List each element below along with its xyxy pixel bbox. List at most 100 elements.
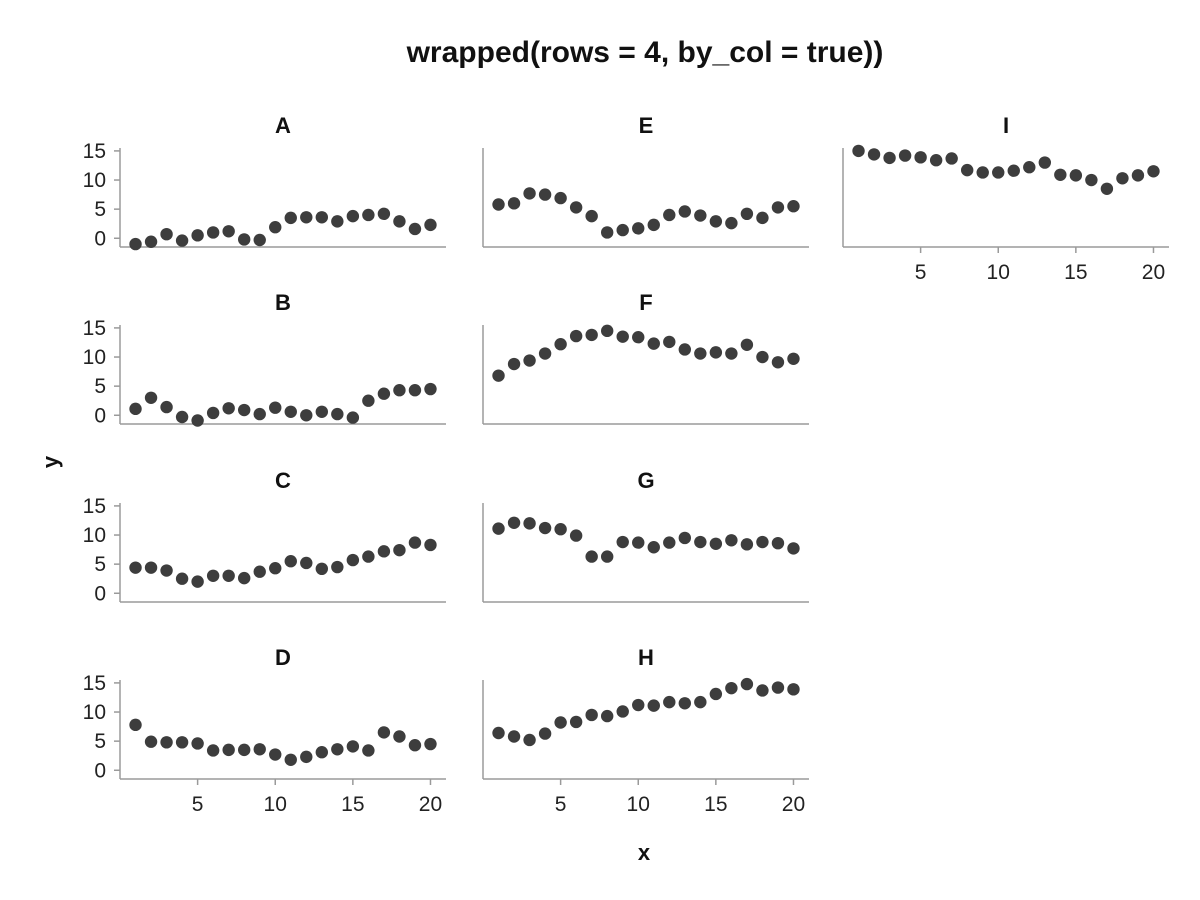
point-h-18 — [756, 684, 769, 697]
point-a-18 — [393, 215, 406, 228]
point-f-16 — [725, 347, 738, 360]
point-a-17 — [377, 207, 391, 221]
x-tick-label-h-10: 10 — [627, 793, 650, 816]
x-tick-label-d-5: 5 — [192, 793, 204, 816]
point-d-18 — [393, 730, 406, 743]
point-d-8 — [237, 743, 251, 757]
point-i-3 — [883, 151, 896, 165]
y-tick-label-a-10: 10 — [83, 169, 106, 192]
point-f-8 — [600, 324, 614, 338]
y-tick-label-c-0: 0 — [94, 582, 106, 605]
y-tick-label-b-10: 10 — [83, 346, 106, 369]
point-i-12 — [1023, 161, 1036, 174]
point-g-12 — [663, 536, 676, 549]
point-a-7 — [222, 225, 235, 238]
y-tick-label-d-5: 5 — [94, 730, 106, 753]
point-e-14 — [694, 209, 707, 222]
point-d-14 — [331, 743, 344, 756]
point-g-18 — [756, 535, 769, 549]
point-f-7 — [585, 328, 598, 342]
point-g-14 — [694, 535, 707, 549]
point-h-3 — [523, 733, 536, 747]
point-g-8 — [600, 550, 614, 563]
point-d-17 — [377, 726, 391, 739]
point-e-6 — [569, 201, 583, 214]
point-e-13 — [678, 205, 692, 218]
point-g-15 — [709, 537, 723, 550]
point-d-9 — [253, 743, 266, 756]
point-g-2 — [507, 516, 521, 529]
point-a-16 — [362, 208, 375, 222]
y-tick-label-c-5: 5 — [94, 553, 106, 576]
point-b-20 — [424, 382, 437, 396]
point-h-2 — [507, 730, 521, 743]
point-f-12 — [663, 335, 676, 349]
point-e-10 — [632, 222, 645, 235]
point-c-11 — [284, 555, 297, 568]
point-e-19 — [771, 201, 785, 214]
point-f-9 — [616, 330, 629, 343]
point-h-16 — [725, 681, 738, 695]
point-a-19 — [408, 222, 422, 236]
point-c-8 — [237, 571, 251, 585]
point-c-15 — [346, 553, 360, 567]
point-f-19 — [771, 356, 785, 369]
point-h-1 — [492, 726, 505, 740]
point-a-13 — [315, 211, 329, 224]
point-i-8 — [960, 163, 974, 177]
point-f-20 — [787, 352, 800, 365]
point-d-7 — [222, 743, 235, 757]
point-i-14 — [1054, 168, 1067, 181]
y-tick-label-d-10: 10 — [83, 701, 106, 724]
point-a-15 — [346, 209, 360, 223]
point-g-9 — [616, 535, 629, 549]
point-g-4 — [538, 521, 552, 535]
panel-title-h: H — [638, 645, 654, 670]
y-tick-label-c-10: 10 — [83, 524, 106, 547]
point-i-6 — [929, 154, 943, 167]
point-h-4 — [538, 727, 552, 740]
point-e-8 — [600, 226, 614, 239]
point-e-11 — [647, 218, 660, 232]
point-d-4 — [175, 736, 189, 749]
point-h-15 — [709, 687, 723, 701]
point-c-2 — [144, 561, 158, 574]
point-f-4 — [538, 347, 552, 360]
point-i-13 — [1038, 156, 1052, 169]
point-c-17 — [377, 545, 391, 558]
point-h-14 — [694, 695, 707, 709]
point-b-15 — [346, 411, 360, 424]
point-a-1 — [129, 237, 142, 251]
point-g-10 — [632, 536, 645, 549]
point-i-5 — [914, 151, 927, 164]
point-i-17 — [1100, 182, 1114, 195]
point-b-12 — [300, 409, 313, 422]
point-c-9 — [253, 565, 266, 578]
point-c-1 — [129, 561, 142, 574]
x-tick-label-d-10: 10 — [264, 793, 287, 816]
point-a-11 — [284, 211, 297, 225]
y-tick-label-a-5: 5 — [94, 198, 106, 221]
point-h-13 — [678, 697, 692, 710]
x-tick-label-d-20: 20 — [419, 793, 442, 816]
point-h-8 — [600, 709, 614, 723]
point-i-1 — [852, 144, 865, 158]
point-h-17 — [740, 677, 754, 691]
point-i-10 — [992, 166, 1005, 179]
point-f-5 — [554, 338, 567, 351]
point-c-4 — [175, 572, 189, 585]
point-b-2 — [144, 391, 158, 404]
y-tick-label-b-0: 0 — [94, 404, 106, 427]
point-c-18 — [393, 543, 406, 557]
point-e-15 — [709, 215, 723, 228]
point-f-2 — [507, 357, 521, 371]
x-tick-label-d-15: 15 — [341, 793, 364, 816]
point-e-5 — [554, 191, 567, 205]
point-d-16 — [362, 744, 375, 757]
point-b-19 — [408, 384, 422, 397]
point-b-14 — [331, 407, 344, 421]
panel-title-g: G — [637, 468, 654, 493]
point-e-17 — [740, 207, 754, 221]
point-i-19 — [1131, 169, 1145, 182]
point-f-11 — [647, 337, 660, 350]
